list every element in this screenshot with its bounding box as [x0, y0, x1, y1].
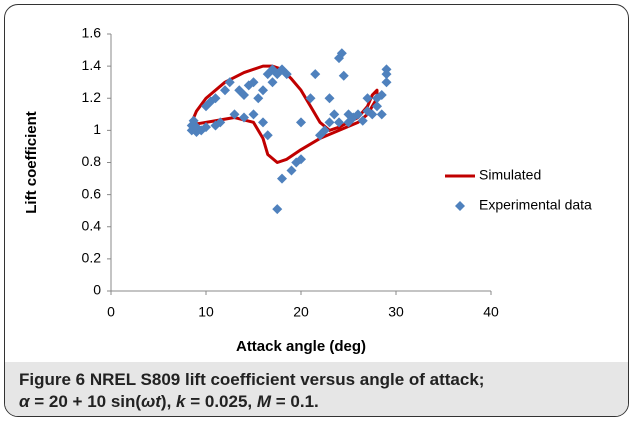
scatter-point [210, 93, 221, 104]
caption-part: ), [160, 392, 177, 411]
caption-part: = 0.025, [185, 392, 257, 411]
caption-line: α = 20 + 10 sin(ωt), k = 0.025, M = 0.1. [19, 391, 616, 413]
scatter-point [336, 48, 347, 59]
legend-label: Experimental data [479, 197, 592, 213]
scatter-point [224, 77, 235, 88]
scatter-point [296, 154, 306, 165]
x-tick-label: 0 [107, 304, 115, 320]
caption-part: = 0.1. [271, 392, 319, 411]
legend-swatch [455, 201, 465, 211]
scatter-point [376, 90, 387, 101]
scatter-point [381, 77, 392, 88]
scatter-point [258, 85, 268, 96]
legend-label: Simulated [479, 167, 541, 183]
scatter-point [239, 90, 249, 101]
scatter-point [334, 117, 344, 128]
caption-part: α [19, 392, 30, 411]
scatter-point [286, 165, 297, 176]
scatter-point [319, 125, 330, 136]
scatter-point [296, 117, 306, 128]
chart: 0 0.2 0.4 0.6 0.8 1 1.2 1.4 1.6 0 10 20 30 40 Attack a… [23, 25, 592, 355]
scatter-point [267, 77, 278, 88]
scatter-point [248, 77, 259, 88]
caption-part: = 20 + 10 sin( [29, 392, 142, 411]
y-tick-label: 1.4 [82, 57, 102, 73]
caption-text: NREL S809 lift coefficient versus angle … [89, 370, 485, 389]
y-tick-label: 1.2 [82, 89, 102, 105]
scatter-point [220, 85, 230, 96]
scatter-point [338, 70, 349, 81]
scatter-point [376, 109, 387, 120]
x-tick-label: 30 [388, 304, 404, 320]
caption: Figure 6 NREL S809 lift coefficient vers… [5, 362, 628, 416]
scatter-point [357, 115, 368, 126]
caption-part: M [256, 392, 272, 411]
y-tick-label: 0.4 [82, 217, 102, 233]
x-tick-label: 40 [483, 304, 499, 320]
y-tick-label: 0.2 [82, 250, 102, 266]
x-axis-title: Attack angle (deg) [236, 338, 366, 355]
scatter-point [277, 173, 287, 184]
y-tick-label: 0.6 [82, 185, 102, 201]
scatter-point [239, 112, 249, 123]
scatter-point [324, 93, 335, 104]
scatter-point [201, 122, 211, 133]
caption-label: Figure 6 [19, 370, 86, 389]
scatter-point [253, 93, 264, 104]
caption-part: ωt [141, 392, 161, 411]
scatter-point [367, 109, 378, 120]
scatter-point [281, 69, 292, 80]
scatter-point [353, 109, 363, 120]
y-tick-label: 0 [93, 282, 101, 298]
y-tick-label: 1.6 [82, 25, 102, 41]
caption-part: k [176, 392, 186, 411]
scatter-point [229, 109, 240, 120]
y-axis-title: Lift coefficient [23, 111, 40, 214]
scatter-point [372, 101, 382, 112]
scatter-point [310, 69, 321, 80]
scatter-point [272, 204, 283, 215]
scatter-point [215, 117, 226, 128]
y-tick-label: 1 [93, 121, 101, 137]
scatter-point [262, 130, 273, 141]
scatter-point [324, 117, 335, 128]
scatter-point [329, 109, 340, 120]
caption-line: Figure 6 NREL S809 lift coefficient vers… [19, 369, 616, 391]
scatter-point [305, 93, 316, 104]
y-tick-label: 0.8 [82, 153, 102, 169]
scatter-point [258, 117, 268, 128]
scatter-point [191, 122, 202, 133]
scatter-point [362, 93, 373, 104]
scatter-point [381, 64, 392, 75]
x-tick-label: 20 [293, 304, 309, 320]
scatter-point [248, 109, 259, 120]
x-tick-label: 10 [198, 304, 214, 320]
figure-frame: 0 0.2 0.4 0.6 0.8 1 1.2 1.4 1.6 0 10 20 30 40 Attack a… [4, 4, 629, 417]
